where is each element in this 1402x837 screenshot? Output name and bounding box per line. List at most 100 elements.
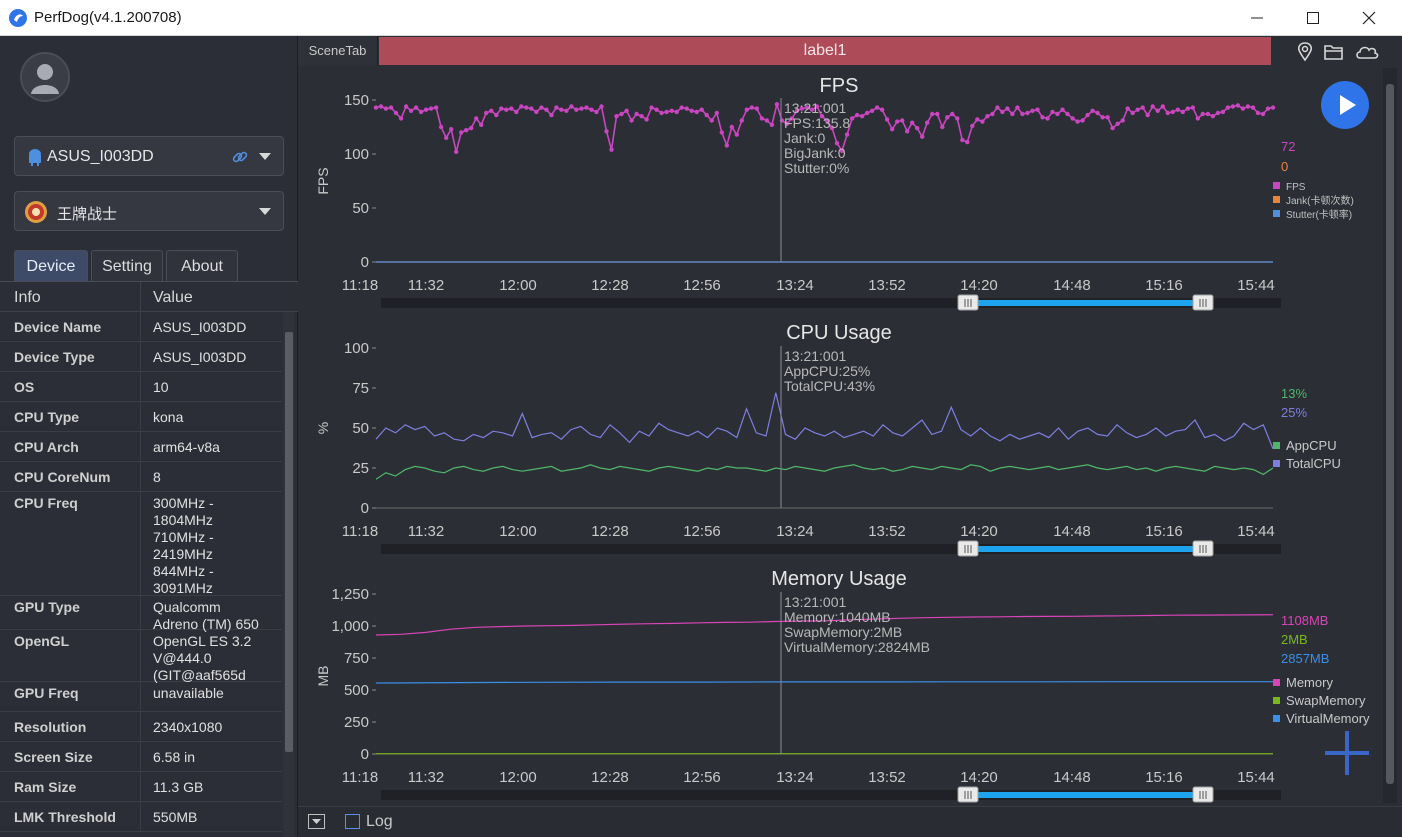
y-axis-label: FPS [315, 167, 331, 194]
legend-label: VirtualMemory [1286, 711, 1370, 726]
collapse-button[interactable] [308, 814, 325, 829]
data-point [494, 112, 499, 118]
data-point [644, 117, 649, 122]
data-point [619, 111, 624, 117]
data-point [1045, 116, 1050, 121]
log-checkbox[interactable] [345, 814, 360, 829]
info-value: 8 [153, 469, 161, 485]
x-tick-label: 15:44 [1237, 769, 1275, 786]
app-select[interactable]: 王牌战士 [14, 191, 284, 231]
data-point [784, 121, 790, 127]
avatar[interactable] [20, 52, 70, 102]
play-button[interactable] [1321, 81, 1369, 129]
data-point [459, 130, 464, 135]
tab-setting[interactable]: Setting [91, 250, 163, 282]
window-title: PerfDog(v4.1.200708) [34, 9, 182, 26]
table-row: CPU Arch arm64-v8a [0, 432, 282, 462]
x-tick-label: 12:56 [683, 523, 721, 540]
x-tick-label: 14:48 [1053, 769, 1091, 786]
data-point [514, 109, 519, 115]
table-row: OS 10 [0, 372, 282, 402]
title-bar: PerfDog(v4.1.200708) [0, 0, 1402, 36]
x-tick-label: 12:28 [591, 277, 629, 294]
data-point [624, 108, 629, 114]
data-point [749, 105, 754, 110]
tab-device[interactable]: Device [14, 250, 88, 282]
data-point [1055, 111, 1060, 117]
x-tick-label: 11:32 [408, 277, 444, 294]
cursor-readout: 13:21:001 [784, 100, 846, 116]
data-point [629, 118, 634, 123]
data-point [559, 107, 564, 112]
device-select[interactable]: ASUS_I003DD [14, 136, 284, 176]
data-point [1010, 111, 1015, 117]
legend-swatch [1273, 460, 1280, 467]
cursor-readout: TotalCPU:43% [784, 378, 875, 394]
data-point [1245, 104, 1251, 109]
scene-tab[interactable]: SceneTab [298, 36, 378, 66]
info-value: Qualcomm Adreno (TM) 650 [153, 599, 259, 632]
data-point [1205, 111, 1211, 117]
data-point [1180, 109, 1185, 115]
data-point [584, 105, 589, 110]
x-tick-label: 12:00 [499, 769, 537, 786]
data-point [1155, 108, 1160, 114]
location-icon[interactable] [1294, 42, 1316, 62]
legend-label: Memory [1286, 675, 1333, 690]
data-point [895, 119, 900, 124]
data-point [849, 116, 855, 121]
data-point [1120, 118, 1125, 123]
maximize-button[interactable] [1286, 0, 1342, 36]
data-point [915, 125, 920, 131]
x-tick-label: 11:18 [342, 523, 378, 540]
x-tick-label: 15:16 [1145, 277, 1183, 294]
data-point [975, 117, 980, 122]
data-point [549, 112, 554, 118]
data-point [1060, 107, 1065, 112]
table-row: GPU Freq unavailable [0, 682, 282, 712]
data-point [709, 118, 714, 123]
data-point [1220, 109, 1226, 115]
tab-about[interactable]: About [166, 250, 238, 282]
cursor-readout: SwapMemory:2MB [784, 624, 902, 640]
add-button[interactable] [1325, 731, 1369, 775]
chart-title: FPS [820, 75, 859, 97]
charts-area: FPS FPS 0 50 100 150 11:18 11:32 12:00 12:28 12:56… [315, 75, 1370, 803]
main-panel: SceneTab label1 FPS FPS 0 50 100 150 11:18 11:3… [298, 36, 1402, 837]
data-point [759, 116, 765, 121]
data-point [464, 128, 469, 133]
x-tick-label: 13:52 [868, 277, 906, 294]
data-point [744, 107, 749, 112]
close-button[interactable] [1342, 0, 1398, 36]
y-tick-label: 25 [352, 460, 369, 477]
device-select-label: ASUS_I003DD [47, 148, 154, 165]
data-point [544, 107, 549, 112]
folder-icon[interactable] [1323, 42, 1345, 62]
table-row: OpenGL OpenGL ES 3.2 V@444.0 (GIT@aaf565d [0, 630, 282, 683]
data-point [569, 104, 574, 109]
data-point [905, 129, 910, 134]
minimize-button[interactable] [1230, 0, 1286, 36]
sidebar-scroll-thumb[interactable] [285, 332, 293, 752]
data-point [509, 106, 514, 111]
data-point [1025, 110, 1030, 116]
data-point [378, 104, 384, 109]
legend-swatch [1273, 196, 1280, 203]
android-icon [29, 149, 41, 166]
range-slider-track [381, 544, 1281, 554]
x-tick-label: 11:18 [342, 277, 378, 294]
data-point [1200, 111, 1205, 117]
data-point [609, 147, 614, 152]
cloud-icon[interactable] [1354, 42, 1380, 62]
y-tick-label: 1,000 [331, 618, 369, 635]
info-value: ASUS_I003DD [153, 349, 247, 365]
data-point [388, 105, 394, 110]
x-tick-label: 12:28 [591, 769, 629, 786]
info-key: OpenGL [14, 633, 70, 649]
main-scroll-thumb[interactable] [1386, 84, 1394, 784]
x-tick-label: 14:48 [1053, 523, 1091, 540]
data-point [1225, 105, 1231, 110]
legend-label: FPS [1286, 182, 1306, 193]
label-bar[interactable]: label1 [379, 37, 1271, 65]
data-point [844, 132, 850, 137]
